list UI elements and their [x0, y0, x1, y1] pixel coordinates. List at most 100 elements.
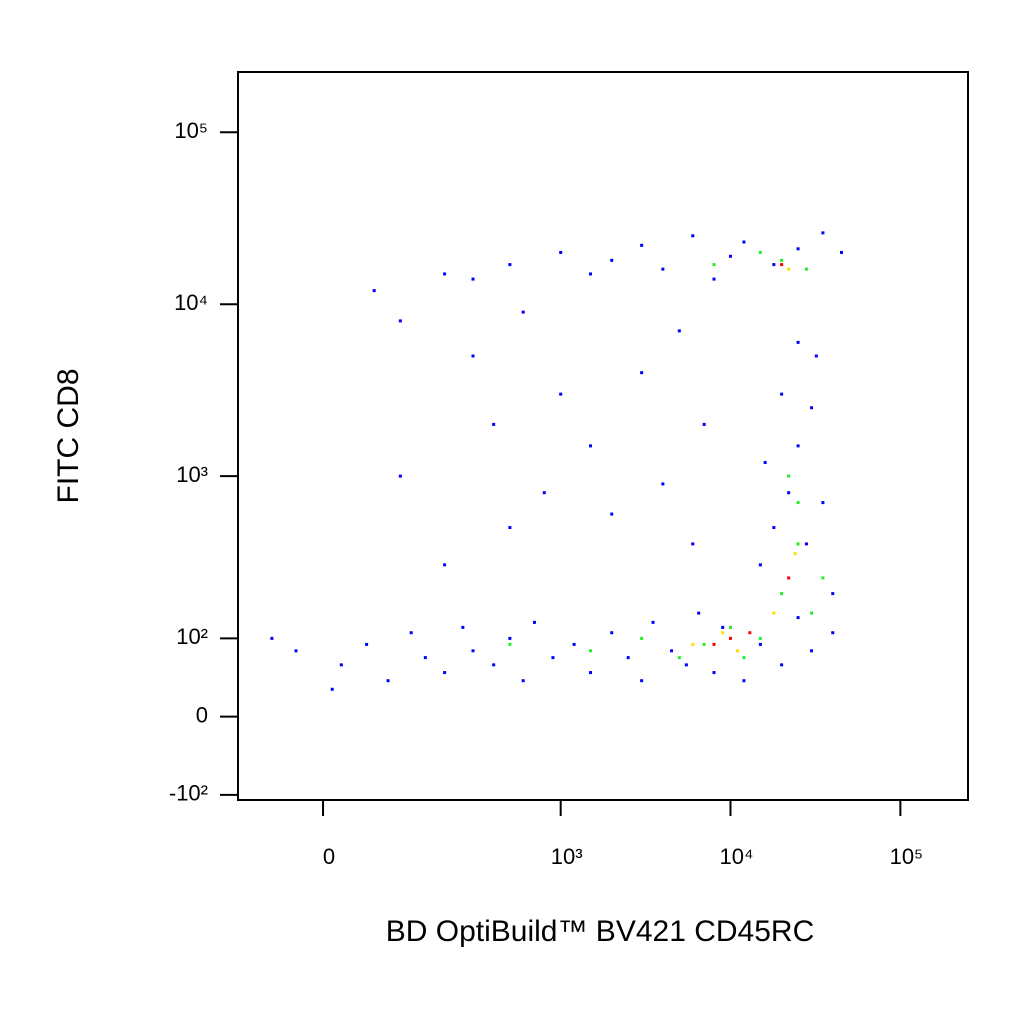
data-point [508, 636, 512, 640]
data-point [365, 642, 369, 646]
data-point [386, 679, 390, 683]
data-point [559, 250, 563, 254]
data-point [796, 444, 800, 448]
data-point [780, 258, 784, 262]
data-point [780, 392, 784, 396]
data-point [758, 563, 762, 567]
data-point [810, 406, 814, 410]
data-point [508, 526, 512, 530]
x-axis-title: BD OptiBuild™ BV421 CD45RC [386, 915, 815, 948]
data-point [330, 687, 334, 691]
data-point [821, 231, 825, 235]
data-point [712, 277, 716, 281]
data-point [736, 649, 740, 653]
data-point [559, 392, 563, 396]
data-point [758, 636, 762, 640]
data-point [691, 542, 695, 546]
data-point [702, 422, 706, 426]
data-point [409, 631, 413, 635]
data-point [814, 354, 818, 358]
data-point [804, 267, 808, 271]
data-point [492, 663, 496, 667]
data-point [728, 254, 732, 258]
data-point [626, 656, 630, 660]
data-point [810, 611, 814, 615]
data-point [787, 474, 791, 478]
data-point [748, 631, 752, 635]
data-point [804, 542, 808, 546]
data-point [821, 501, 825, 505]
data-point [521, 310, 525, 314]
data-point [772, 611, 776, 615]
data-point [640, 679, 644, 683]
data-point [443, 671, 447, 675]
data-point [691, 642, 695, 646]
data-point [796, 247, 800, 251]
data-point [787, 576, 791, 580]
data-point [742, 656, 746, 660]
data-point [697, 611, 701, 615]
data-point [610, 512, 614, 516]
data-point [398, 474, 402, 478]
data-point [721, 631, 725, 635]
data-point [461, 625, 465, 629]
data-point [684, 663, 688, 667]
data-point [640, 243, 644, 247]
data-point [339, 663, 343, 667]
data-point [670, 649, 674, 653]
x-tick-label: 0 [323, 844, 335, 869]
data-point [589, 671, 593, 675]
data-point [532, 620, 536, 624]
y-tick-label: 10⁴ [174, 290, 208, 315]
data-point [661, 482, 665, 486]
data-point [521, 679, 525, 683]
y-axis-title: FITC CD8 [52, 369, 85, 504]
data-point [610, 631, 614, 635]
data-point [831, 592, 835, 596]
data-point [372, 289, 376, 293]
data-point [589, 649, 593, 653]
data-point [780, 663, 784, 667]
data-point [589, 444, 593, 448]
data-point [712, 671, 716, 675]
data-point [728, 625, 732, 629]
data-point [589, 272, 593, 276]
data-point [763, 461, 767, 465]
data-point [270, 636, 274, 640]
data-point [831, 631, 835, 635]
data-point [294, 649, 298, 653]
data-point [640, 371, 644, 375]
data-point [551, 656, 555, 660]
y-tick-label: 10³ [176, 462, 208, 487]
data-point [796, 501, 800, 505]
data-point [793, 552, 797, 556]
data-point [758, 642, 762, 646]
data-point [471, 277, 475, 281]
data-point [810, 649, 814, 653]
data-point [780, 263, 784, 267]
data-point [542, 491, 546, 495]
data-point [712, 642, 716, 646]
data-point [398, 319, 402, 323]
data-point [651, 620, 655, 624]
data-point [839, 250, 843, 254]
data-point [796, 616, 800, 620]
data-point [780, 592, 784, 596]
data-point [572, 642, 576, 646]
data-point [821, 576, 825, 580]
data-point [742, 679, 746, 683]
data-point [610, 258, 614, 262]
data-point [712, 263, 716, 267]
data-point [492, 422, 496, 426]
x-tick-label: 10³ [551, 844, 583, 869]
data-point [443, 272, 447, 276]
data-point [508, 642, 512, 646]
data-point [677, 329, 681, 333]
data-point [758, 250, 762, 254]
data-point [742, 240, 746, 244]
data-point [471, 649, 475, 653]
data-point [691, 234, 695, 238]
data-point [443, 563, 447, 567]
data-point [728, 636, 732, 640]
